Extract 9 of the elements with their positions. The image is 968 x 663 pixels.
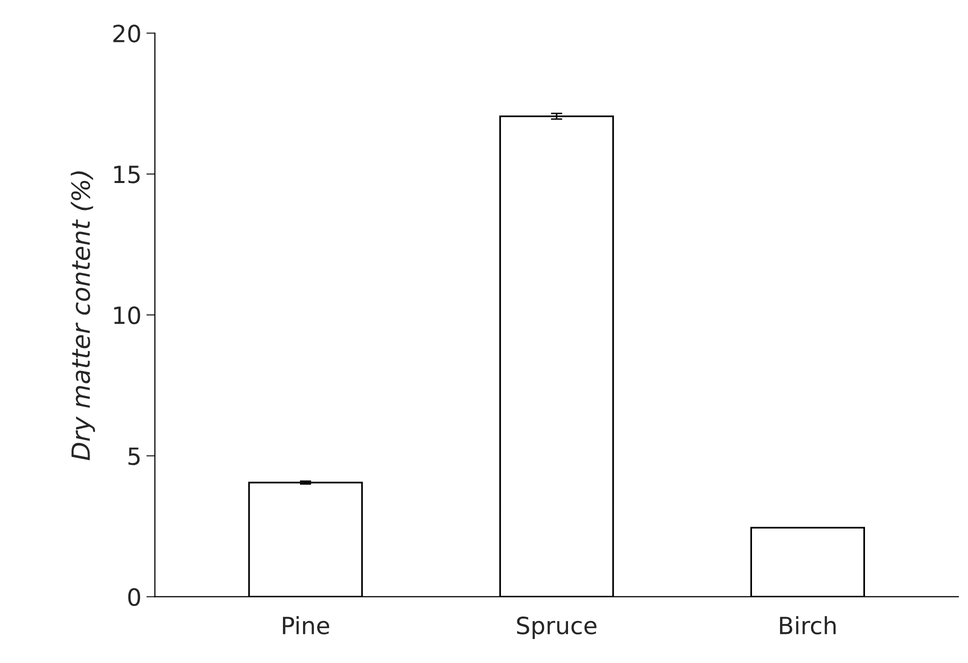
y-tick-label: 10	[114, 306, 140, 324]
x-tick-label: Spruce	[517, 616, 596, 639]
y-axis-title: Dry matter content (%)	[70, 171, 95, 460]
y-tick-label: 0	[128, 588, 140, 606]
y-tick-label: 5	[128, 448, 140, 466]
y-tick-label: 20	[113, 24, 140, 42]
y-tick-label: 15	[114, 166, 140, 184]
x-tick-label: Birch	[780, 616, 836, 634]
x-tick-label: Pine	[282, 616, 330, 634]
